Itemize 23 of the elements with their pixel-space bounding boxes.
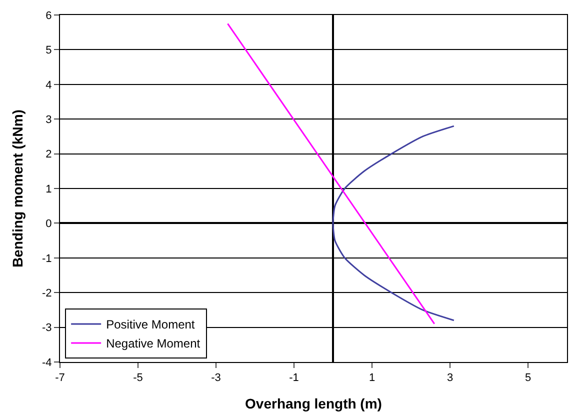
y-tick-label: 4 (46, 79, 52, 92)
legend-label: Positive Moment (106, 318, 196, 332)
y-axis-title: Bending moment (kNm) (10, 110, 26, 268)
y-tick-label: 5 (46, 44, 52, 57)
y-tick-label: 2 (46, 148, 52, 161)
y-tick-label: -2 (42, 287, 52, 300)
line-series (332, 125, 455, 322)
x-tick-label: 5 (524, 372, 532, 384)
y-tick-label: 1 (46, 183, 52, 196)
y-tick-label: 3 (46, 114, 52, 126)
y-tick-label: -3 (42, 322, 52, 334)
y-tick-label: -1 (42, 252, 52, 265)
x-tick-label: 1 (368, 372, 376, 384)
legend-label: Negative Moment (106, 336, 201, 351)
x-tick-label: -7 (55, 372, 65, 384)
x-tick-label: -3 (211, 372, 221, 384)
x-tick-label: 3 (446, 372, 454, 384)
x-axis-title: Overhang length (m) (245, 396, 382, 412)
y-tick-label: 0 (46, 218, 52, 230)
y-tick-label: 6 (46, 10, 52, 22)
x-tick-label: -1 (289, 372, 299, 384)
x-tick-label: -5 (133, 372, 143, 384)
y-tick-label: -4 (42, 356, 52, 369)
